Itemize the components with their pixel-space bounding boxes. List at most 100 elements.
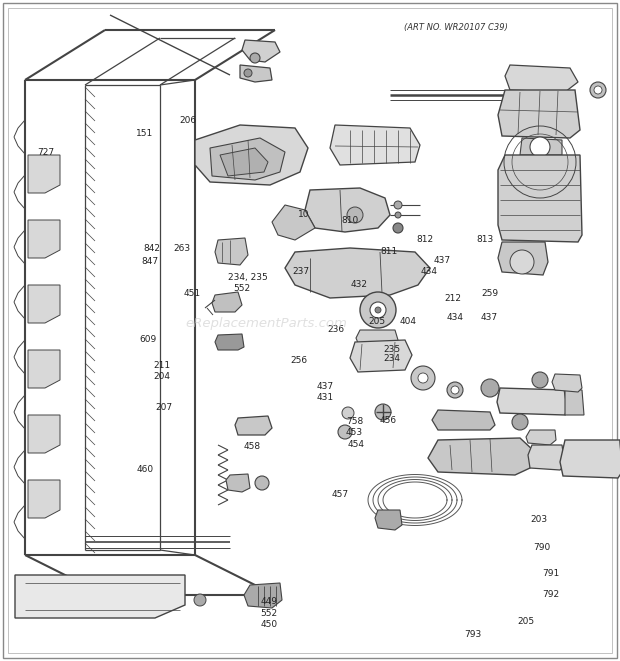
Text: 727: 727 [37, 147, 55, 157]
Polygon shape [242, 40, 280, 62]
Circle shape [532, 372, 548, 388]
Polygon shape [505, 65, 578, 92]
Text: 203: 203 [530, 515, 547, 524]
Circle shape [370, 302, 386, 318]
Text: 810: 810 [341, 216, 358, 225]
Circle shape [530, 137, 550, 157]
Circle shape [393, 223, 403, 233]
Text: 758: 758 [346, 417, 363, 426]
Text: 256: 256 [290, 356, 308, 365]
Polygon shape [220, 148, 268, 176]
Polygon shape [520, 138, 562, 155]
Polygon shape [28, 220, 60, 258]
Text: 205: 205 [368, 317, 386, 327]
Text: 458: 458 [244, 442, 261, 451]
Circle shape [347, 207, 363, 223]
Text: eReplacementParts.com: eReplacementParts.com [185, 317, 348, 330]
Polygon shape [195, 125, 308, 185]
Polygon shape [272, 205, 315, 240]
Text: 263: 263 [174, 244, 191, 253]
Polygon shape [212, 292, 242, 312]
Circle shape [447, 382, 463, 398]
Text: 432: 432 [350, 280, 367, 290]
Text: 434: 434 [446, 313, 463, 322]
Polygon shape [28, 155, 60, 193]
Polygon shape [226, 474, 250, 492]
Text: 204: 204 [154, 372, 170, 381]
Text: 234, 235: 234, 235 [228, 273, 268, 282]
Polygon shape [15, 575, 185, 618]
Polygon shape [235, 416, 272, 435]
Polygon shape [526, 430, 556, 445]
Polygon shape [356, 330, 398, 345]
Text: 437: 437 [316, 382, 334, 391]
Text: 431: 431 [316, 393, 334, 403]
Text: 460: 460 [136, 465, 154, 474]
Text: 813: 813 [476, 235, 494, 245]
Polygon shape [244, 583, 282, 608]
Text: 847: 847 [141, 257, 159, 266]
Text: 211: 211 [154, 361, 171, 370]
Circle shape [375, 307, 381, 313]
Polygon shape [498, 242, 548, 275]
Polygon shape [28, 350, 60, 388]
Polygon shape [240, 65, 272, 82]
Text: 451: 451 [184, 289, 201, 298]
Polygon shape [28, 415, 60, 453]
Text: 206: 206 [180, 116, 197, 126]
Polygon shape [330, 125, 420, 165]
Text: 609: 609 [139, 334, 156, 344]
Text: 437: 437 [434, 256, 451, 265]
Text: 259: 259 [481, 289, 498, 298]
Polygon shape [28, 285, 60, 323]
Polygon shape [210, 138, 285, 180]
Text: 552: 552 [260, 609, 278, 618]
Polygon shape [498, 90, 580, 138]
Text: 212: 212 [444, 293, 461, 303]
Circle shape [360, 292, 396, 328]
Text: 449: 449 [260, 597, 277, 606]
Text: 842: 842 [144, 244, 161, 253]
Polygon shape [552, 374, 582, 392]
Text: 457: 457 [332, 490, 349, 499]
Polygon shape [215, 334, 244, 350]
Circle shape [451, 386, 459, 394]
Text: 454: 454 [347, 440, 364, 449]
Polygon shape [497, 388, 568, 415]
Circle shape [250, 53, 260, 63]
Text: 10: 10 [298, 210, 309, 219]
Text: 205: 205 [518, 617, 535, 626]
Text: 151: 151 [136, 129, 154, 138]
Circle shape [594, 86, 602, 94]
Text: 790: 790 [533, 543, 551, 552]
Circle shape [342, 407, 354, 419]
Circle shape [244, 69, 252, 77]
Polygon shape [565, 388, 584, 415]
Circle shape [395, 212, 401, 218]
Polygon shape [528, 445, 565, 470]
Text: (ART NO. WR20107 C39): (ART NO. WR20107 C39) [404, 23, 508, 32]
Polygon shape [432, 410, 495, 430]
Text: 792: 792 [542, 590, 560, 600]
Polygon shape [285, 248, 430, 298]
Text: 791: 791 [542, 569, 560, 578]
Text: 437: 437 [480, 313, 498, 322]
Text: 404: 404 [400, 317, 417, 327]
Text: 434: 434 [420, 266, 437, 276]
Text: 812: 812 [417, 235, 434, 244]
Text: 235: 235 [383, 344, 401, 354]
Text: 552: 552 [233, 284, 250, 293]
Text: 234: 234 [383, 354, 400, 364]
Circle shape [510, 250, 534, 274]
Circle shape [194, 594, 206, 606]
Text: 236: 236 [327, 325, 345, 334]
Polygon shape [305, 188, 390, 232]
Circle shape [255, 476, 269, 490]
Text: 811: 811 [381, 247, 398, 256]
Text: 456: 456 [379, 416, 397, 425]
Circle shape [375, 404, 391, 420]
Polygon shape [350, 340, 412, 372]
Polygon shape [428, 438, 535, 475]
Polygon shape [215, 238, 248, 265]
Text: 237: 237 [293, 266, 310, 276]
